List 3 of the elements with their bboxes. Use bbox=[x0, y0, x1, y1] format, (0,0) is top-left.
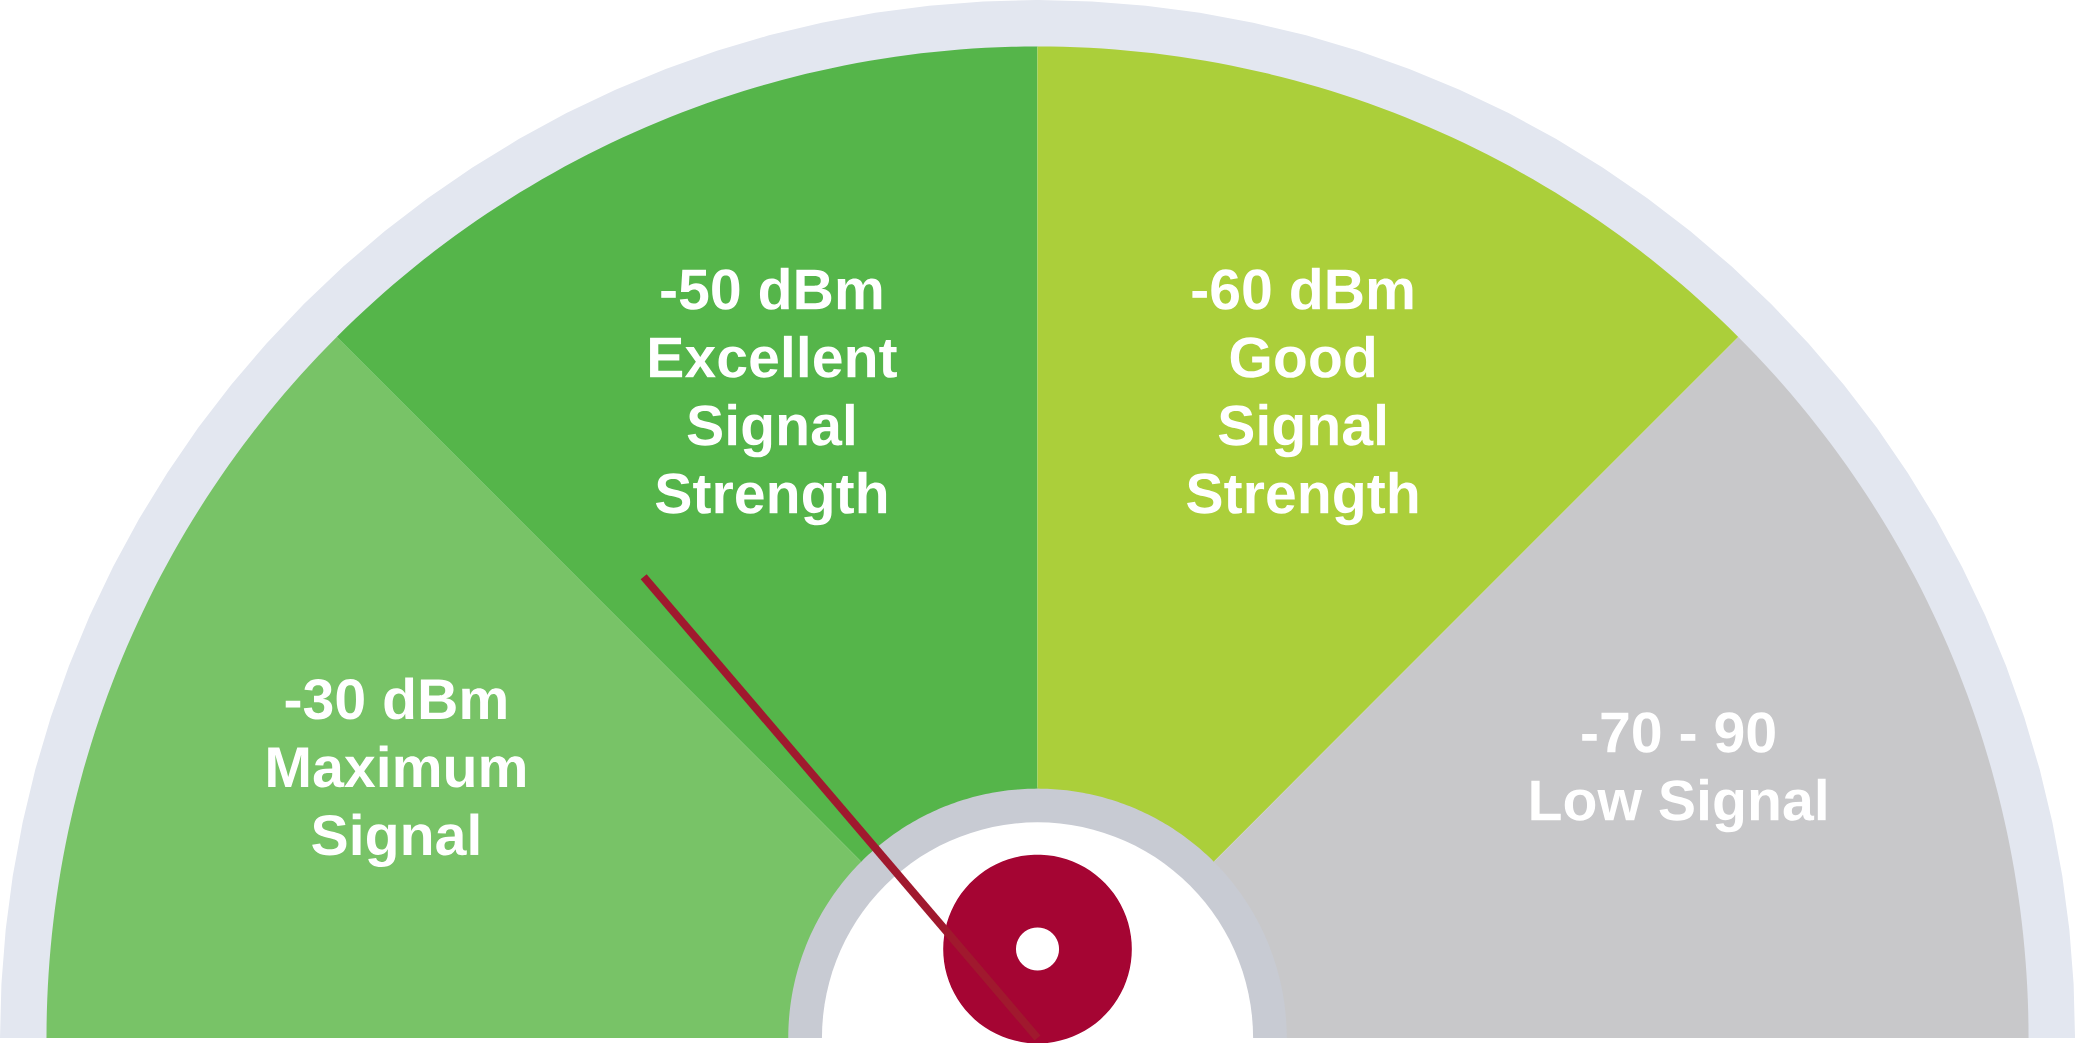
slice-label: -50 dBm Excellent Signal Strength bbox=[650, 267, 897, 526]
slice-label: -60 dBm Good Signal Strength bbox=[1187, 267, 1418, 526]
slice-label: -30 dBm Maximum Signal bbox=[268, 677, 525, 867]
